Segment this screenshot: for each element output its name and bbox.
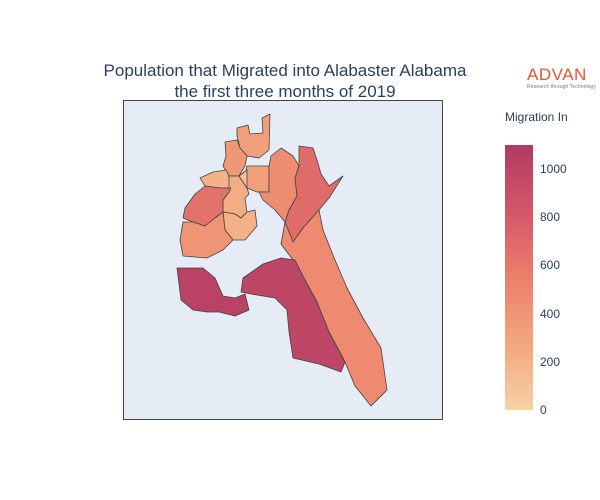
advan-logo: ADVAN Research through Technology	[527, 66, 597, 91]
logo-tagline: Research through Technology	[527, 84, 597, 90]
region-r7[interactable]	[238, 169, 248, 189]
colorbar-tick-1000: 1000	[540, 162, 567, 177]
region-r14[interactable]	[176, 267, 250, 317]
colorbar-fill	[505, 145, 533, 410]
colorbar-title: Migration In	[505, 110, 568, 124]
logo-name: ADVAN	[527, 65, 587, 84]
choropleth-map[interactable]	[123, 100, 443, 420]
colorbar-tick-200: 200	[540, 354, 561, 369]
chart-title-line-2: the first three months of 2019	[174, 82, 396, 101]
colorbar-tick-400: 400	[540, 306, 561, 321]
region-r13[interactable]	[240, 257, 346, 373]
colorbar-tick-800: 800	[540, 210, 561, 225]
colorbar-tick-600: 600	[540, 258, 561, 273]
region-r2[interactable]	[222, 139, 248, 177]
chart-title: Population that Migrated into Alabaster …	[60, 60, 510, 102]
colorbar-tick-0: 0	[540, 403, 547, 417]
chart-title-line-1: Population that Migrated into Alabaster …	[103, 61, 467, 80]
colorbar	[505, 145, 533, 410]
region-r9[interactable]	[179, 211, 234, 259]
region-r4[interactable]	[244, 165, 270, 193]
